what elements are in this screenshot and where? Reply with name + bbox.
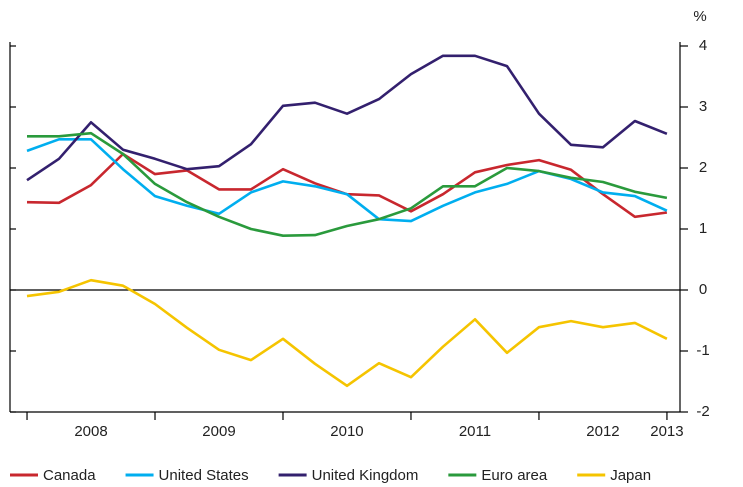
- x-tick-label: 2008: [74, 423, 107, 440]
- x-tick-label: 2013: [650, 423, 683, 440]
- y-tick-label: 3: [699, 98, 707, 115]
- y-tick-label: 0: [699, 281, 707, 298]
- y-tick-label: 1: [699, 220, 707, 237]
- legend-label: United Kingdom: [312, 467, 419, 484]
- x-tick-label: 2011: [459, 423, 491, 440]
- legend-label: Japan: [610, 467, 651, 484]
- y-tick-label: -1: [696, 342, 709, 359]
- x-tick-label: 2009: [202, 423, 235, 440]
- series-line: [27, 131, 668, 237]
- x-tick-label: 2012: [586, 423, 619, 440]
- series-line: [26, 278, 668, 388]
- y-tick-label: 2: [699, 159, 707, 176]
- legend-label: Euro area: [481, 467, 548, 484]
- y-tick-label: 4: [699, 37, 707, 54]
- legend-label: Canada: [43, 467, 96, 484]
- y-tick-label: -2: [696, 403, 709, 420]
- series-line: [26, 152, 668, 219]
- x-tick-label: 2010: [330, 423, 363, 440]
- series-line: [26, 54, 668, 182]
- legend-label: United States: [159, 467, 249, 484]
- unit-label: %: [693, 8, 706, 25]
- series-line: [26, 138, 668, 223]
